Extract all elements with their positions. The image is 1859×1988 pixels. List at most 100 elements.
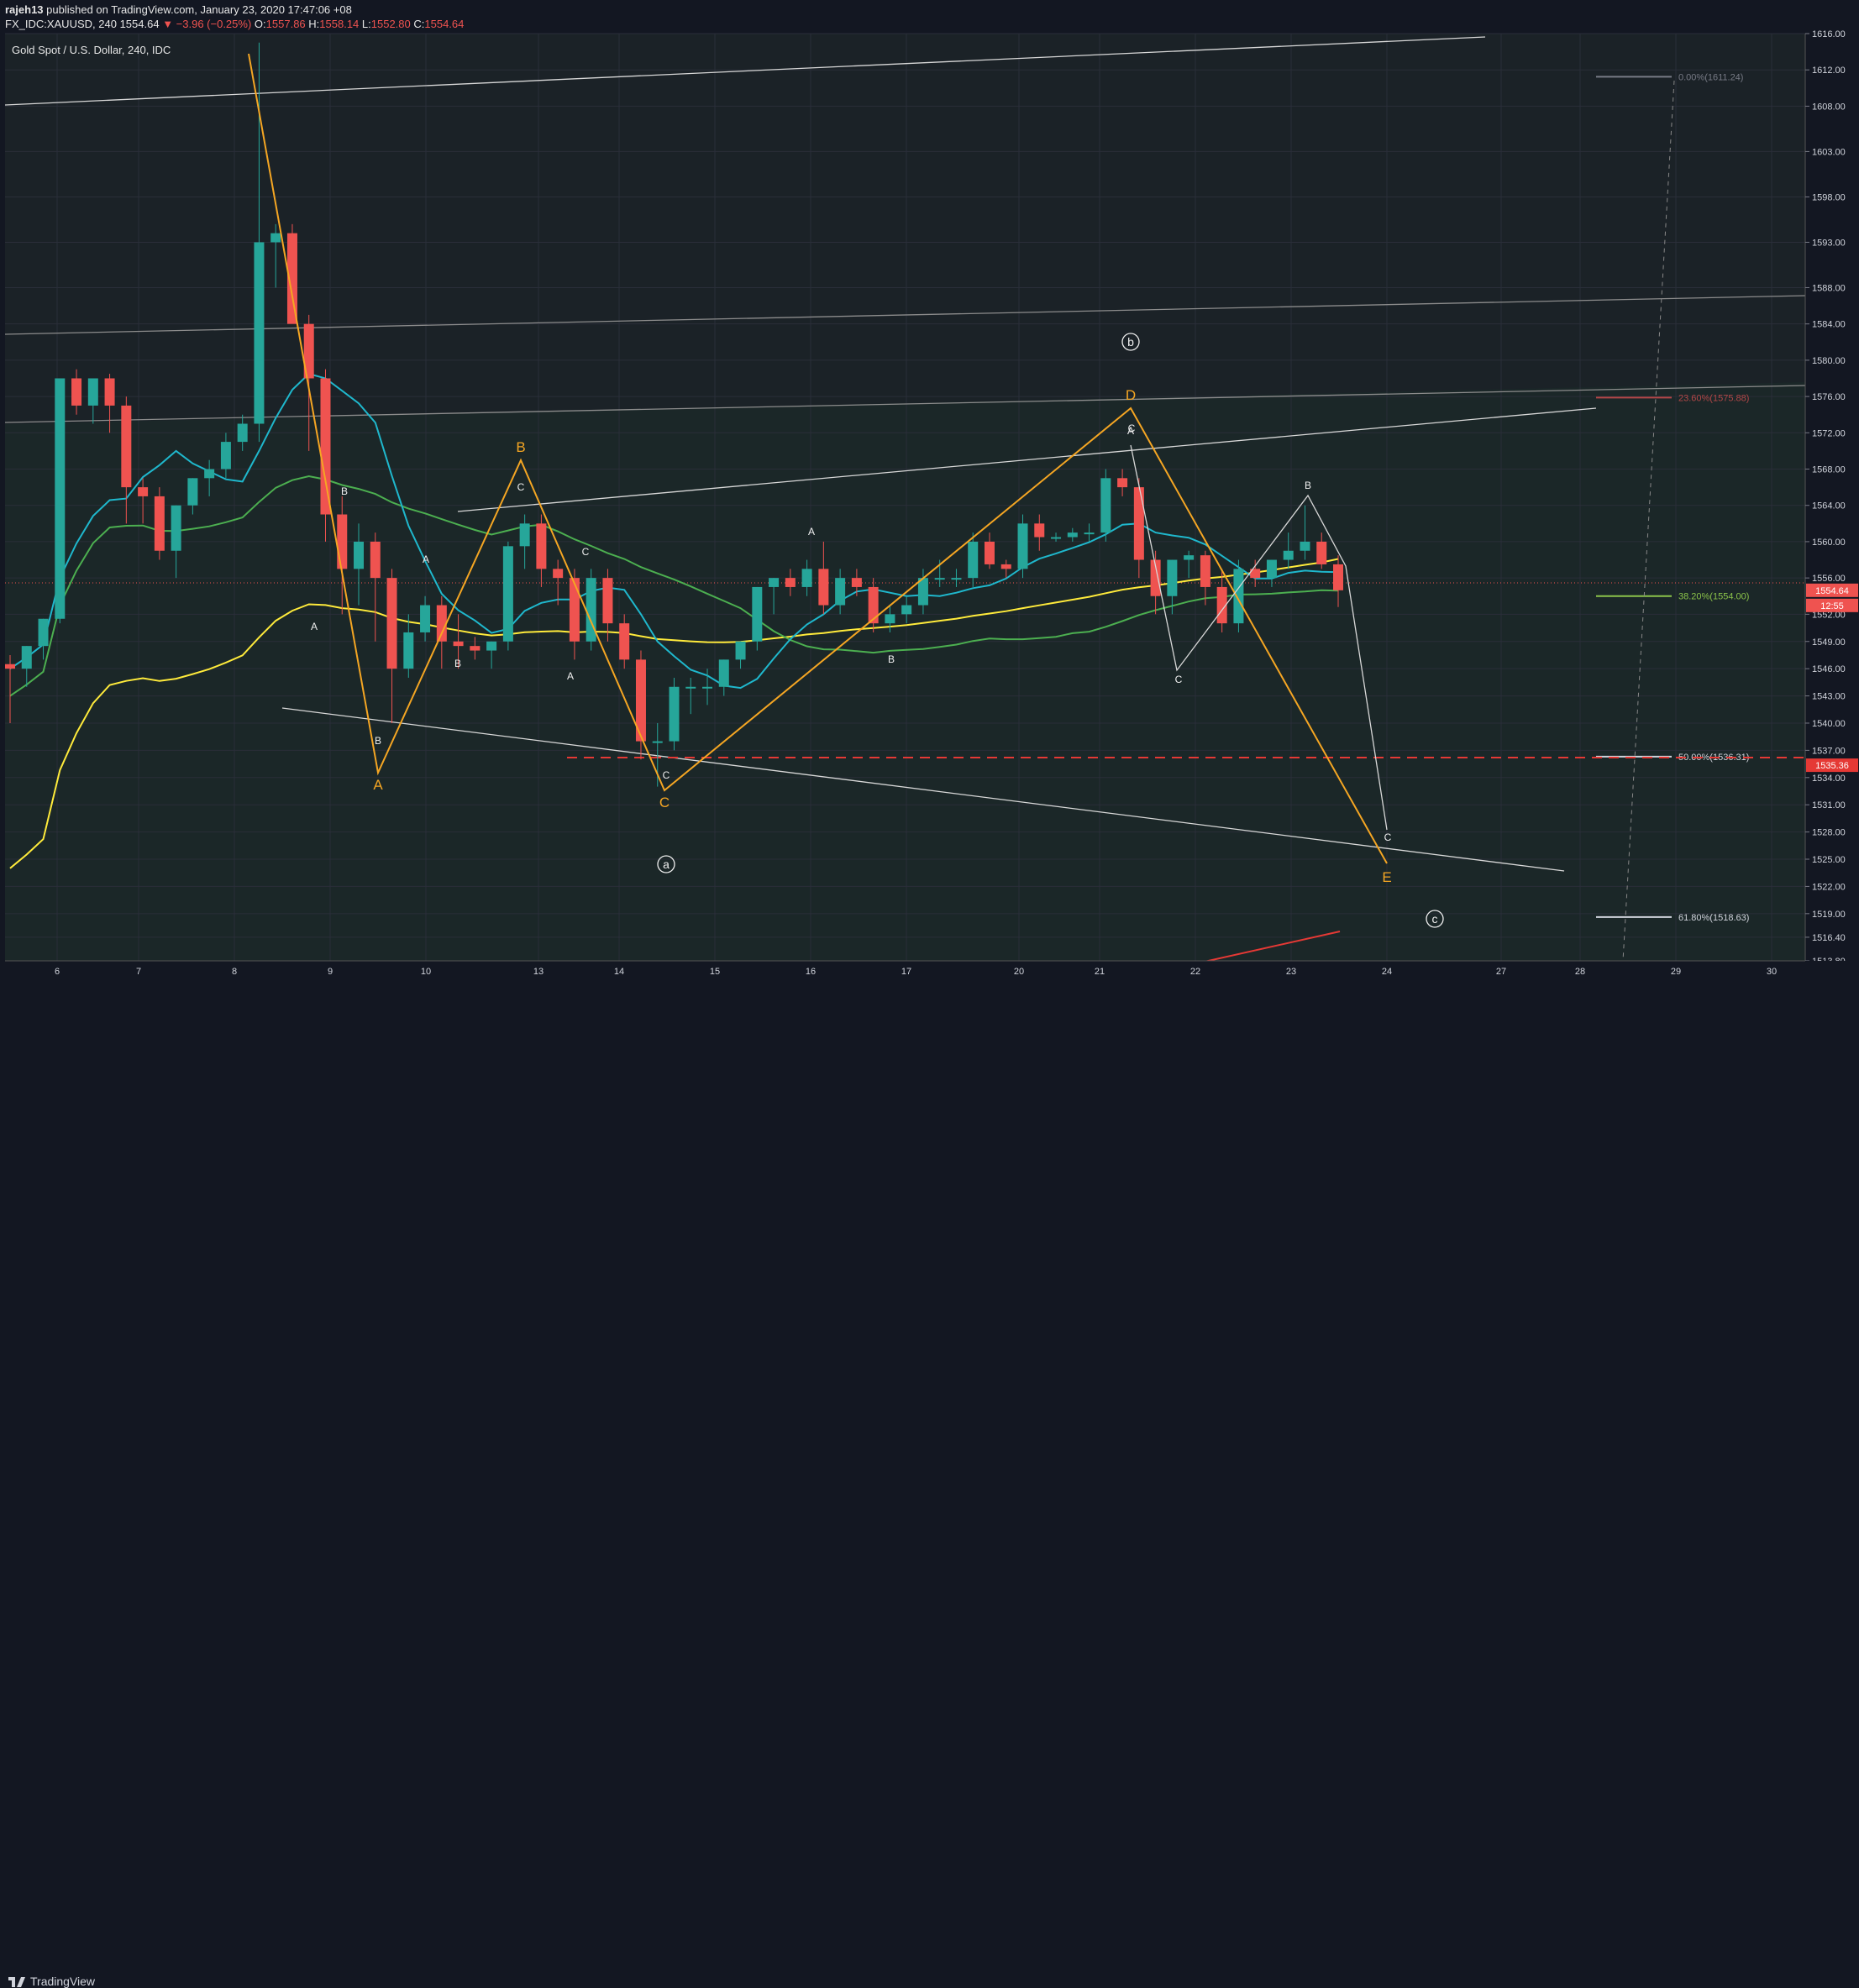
candle-up[interactable]	[1300, 541, 1310, 551]
candle-up[interactable]	[917, 578, 928, 606]
candlestick-series[interactable]	[5, 42, 1343, 787]
candle-down[interactable]	[121, 405, 132, 488]
candle-down[interactable]	[1000, 564, 1011, 569]
candle-up[interactable]	[220, 442, 231, 469]
candle-down[interactable]	[602, 578, 613, 624]
white-abc-wave-1[interactable]	[1130, 444, 1388, 831]
candle-up[interactable]	[354, 541, 365, 569]
tradingview-brand[interactable]: TradingView	[8, 1975, 95, 1988]
candle-up[interactable]	[486, 641, 497, 651]
short-trend-line[interactable]	[457, 407, 1597, 512]
lower-trend-line[interactable]	[281, 707, 1565, 872]
candle-up[interactable]	[934, 578, 945, 580]
chart-legend-title[interactable]: Gold Spot / U.S. Dollar, 240, IDC	[12, 44, 171, 56]
candle-up[interactable]	[519, 523, 530, 547]
candle-up[interactable]	[752, 586, 763, 642]
candle-down[interactable]	[5, 664, 15, 669]
candle-up[interactable]	[769, 578, 780, 587]
candle-up[interactable]	[270, 233, 281, 243]
price-axis[interactable]: 1616.00 1612.00 1608.00 1603.00 1598.00 1593.…	[1804, 29, 1859, 967]
fibonacci-retracement[interactable]: 0.00%(1611.24) 23.60%(1575.88) 38.20%(1554…	[1596, 72, 1749, 923]
candle-up[interactable]	[1233, 569, 1244, 624]
candle-down[interactable]	[386, 578, 397, 669]
candle-down[interactable]	[1150, 559, 1161, 596]
candle-down[interactable]	[818, 569, 829, 606]
candle-down[interactable]	[1133, 487, 1144, 560]
candle-down[interactable]	[370, 541, 381, 579]
candle-up[interactable]	[885, 614, 895, 624]
candle-up[interactable]	[1067, 532, 1078, 538]
candle-down[interactable]	[1316, 541, 1327, 564]
publisher-name[interactable]: rajeh13	[5, 3, 44, 16]
candle-up[interactable]	[254, 242, 265, 424]
candle-down[interactable]	[1200, 555, 1210, 587]
candle-down[interactable]	[619, 623, 630, 660]
candle-down[interactable]	[1333, 564, 1343, 590]
candle-down[interactable]	[536, 523, 547, 569]
candle-down[interactable]	[635, 659, 646, 742]
orange-abcde-wave[interactable]	[248, 53, 1388, 864]
time-tick-label: 15	[710, 967, 720, 977]
candle-up[interactable]	[1084, 532, 1095, 535]
candle-down[interactable]	[337, 514, 348, 569]
candle-down[interactable]	[104, 378, 115, 406]
candle-up[interactable]	[502, 546, 513, 642]
candle-down[interactable]	[71, 378, 82, 406]
candle-down[interactable]	[286, 233, 297, 324]
candle-up[interactable]	[652, 741, 663, 743]
red-trend-segment[interactable]	[1196, 931, 1341, 964]
candle-up[interactable]	[1266, 559, 1277, 579]
lower-channel-line[interactable]	[4, 385, 1806, 423]
price-chart[interactable]: 0.00%(1611.24) 23.60%(1575.88) 38.20%(1554…	[0, 0, 1859, 1016]
candle-up[interactable]	[718, 659, 729, 687]
candle-up[interactable]	[38, 618, 49, 647]
candle-up[interactable]	[237, 423, 248, 443]
candle-down[interactable]	[553, 569, 564, 579]
time-tick-label: 23	[1286, 967, 1296, 977]
candle-up[interactable]	[204, 469, 215, 479]
candle-down[interactable]	[303, 323, 314, 379]
candle-up[interactable]	[801, 569, 812, 587]
candle-down[interactable]	[436, 605, 447, 642]
price-axis-background[interactable]	[1805, 34, 1859, 961]
candle-up[interactable]	[1100, 478, 1111, 533]
candle-up[interactable]	[1017, 523, 1028, 569]
candle-up[interactable]	[951, 578, 962, 580]
candle-up[interactable]	[1184, 555, 1195, 560]
candle-down[interactable]	[1250, 569, 1261, 579]
candle-down[interactable]	[984, 541, 995, 564]
candle-up[interactable]	[1167, 559, 1178, 596]
candle-down[interactable]	[785, 578, 796, 587]
upper-channel-line[interactable]	[4, 36, 1486, 106]
candle-down[interactable]	[154, 496, 165, 551]
candle-up[interactable]	[685, 686, 696, 689]
candle-down[interactable]	[453, 641, 464, 647]
candle-up[interactable]	[403, 632, 414, 669]
candle-down[interactable]	[868, 586, 879, 624]
candle-up[interactable]	[420, 605, 431, 632]
candle-up[interactable]	[702, 686, 713, 689]
candle-down[interactable]	[1034, 523, 1045, 538]
candle-up[interactable]	[669, 686, 680, 742]
candle-up[interactable]	[21, 646, 32, 669]
candle-down[interactable]	[320, 378, 331, 515]
candle-up[interactable]	[835, 578, 846, 606]
time-axis[interactable]: 6 7 8 9 10 13 14 15 16 17 20 21 22 23 24 27 28 29 30	[0, 960, 1859, 981]
candle-up[interactable]	[1283, 550, 1294, 560]
candle-up[interactable]	[187, 478, 198, 506]
candle-down[interactable]	[569, 578, 580, 642]
candle-up[interactable]	[87, 378, 98, 406]
candle-up[interactable]	[968, 541, 979, 579]
candle-down[interactable]	[138, 487, 149, 496]
symbol-label[interactable]: FX_IDC:XAUUSD, 240	[5, 18, 117, 30]
candle-up[interactable]	[171, 505, 181, 551]
candle-up[interactable]	[55, 378, 66, 619]
price-tick-label: 1616.00	[1812, 29, 1846, 39]
candle-down[interactable]	[470, 646, 481, 651]
candle-up[interactable]	[735, 641, 746, 660]
candle-up[interactable]	[1051, 537, 1062, 539]
candle-down[interactable]	[1117, 478, 1128, 488]
candle-up[interactable]	[901, 605, 912, 615]
candle-down[interactable]	[851, 578, 862, 587]
time-axis-background[interactable]	[0, 961, 1859, 981]
